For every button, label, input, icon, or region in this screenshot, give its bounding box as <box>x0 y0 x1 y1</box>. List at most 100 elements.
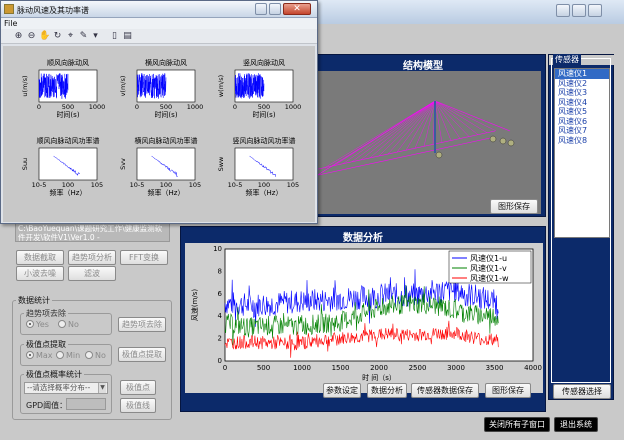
trend-yes-radio[interactable]: Yes <box>26 320 49 329</box>
subplot-y-label: Suu <box>21 158 29 170</box>
subplot-x-tick: 100 <box>62 181 74 189</box>
y-tick-label: 10 <box>213 245 222 253</box>
distribution-select[interactable]: --请选择概率分布-- ▼ <box>24 382 108 394</box>
subplot-x-label: 时间(s) <box>154 110 177 119</box>
filter-button[interactable]: 滤波 <box>68 266 116 281</box>
sensor-item[interactable]: 风速仪2 <box>558 78 588 88</box>
colorbar-icon[interactable]: ▯ <box>112 31 117 41</box>
sensor-list[interactable]: 风速仪1 风速仪2 风速仪3 风速仪4 风速仪5 风速仪6 风速仪7 风速仪8 <box>554 68 610 238</box>
subplot-x-tick: 10-5 <box>130 181 145 189</box>
trend-remove-button[interactable]: 趋势项去除 <box>118 317 166 332</box>
extreme-extract-button[interactable]: 极值点提取 <box>118 347 166 362</box>
x-tick-label: 500 <box>257 364 270 372</box>
trend-analysis-button[interactable]: 趋势项分析 <box>68 250 116 265</box>
subplot-frame <box>136 147 196 181</box>
subplot-x-label: 频率（Hz） <box>50 188 87 197</box>
sensor-panel: 传感器 风速仪1 风速仪2 风速仪3 风速仪4 风速仪5 风速仪6 风速仪7 风速仪8 传感器… <box>548 54 615 400</box>
child-figure-window: 脉动风速及其功率谱 ✕ File ⊕ ⊖ ✋ ↻ ⌖ ✎ ▾ ▯ ▤ 顺风向脉动… <box>0 0 318 224</box>
subplot-x-tick: 500 <box>62 103 74 111</box>
close-button[interactable] <box>588 4 602 17</box>
child-title: 脉动风速及其功率谱 <box>17 6 89 15</box>
subplot-title: 顺风向脉动风功率谱 <box>37 136 100 145</box>
fft-button[interactable]: FFT变换 <box>120 250 168 265</box>
subplot-title: 横风向脉动风功率谱 <box>135 136 198 145</box>
close-all-windows-button[interactable]: 关闭所有子窗口 <box>484 417 550 432</box>
analysis-figure-save-button[interactable]: 图形保存 <box>485 383 531 398</box>
subplot-title: 竖风向脉动风 <box>243 58 285 67</box>
legend-label: 风速仪1-v <box>470 264 507 273</box>
extreme-point-button[interactable]: 极值点 <box>120 380 156 395</box>
trend-no-radio[interactable]: No <box>58 320 79 329</box>
y-tick-label: 4 <box>218 312 223 320</box>
data-cursor-icon[interactable]: ⌖ <box>67 31 74 41</box>
child-menu-bar: File <box>1 18 317 29</box>
zoom-out-icon[interactable]: ⊖ <box>27 31 36 41</box>
wavelet-denoise-button[interactable]: 小波去噪 <box>16 266 64 281</box>
sensor-item[interactable]: 风速仪1 <box>555 69 609 79</box>
child-toolbar: ⊕ ⊖ ✋ ↻ ⌖ ✎ ▾ ▯ ▤ <box>1 29 317 44</box>
brush-icon[interactable]: ✎ <box>79 31 88 41</box>
sensor-item[interactable]: 风速仪5 <box>558 107 588 116</box>
menu-file[interactable]: File <box>4 19 18 28</box>
x-tick-label: 3000 <box>447 364 465 372</box>
wind-speed-chart[interactable]: 0 500 1000 1500 2000 2500 3000 3500 4000 0 2 4 6 8 10 时… <box>185 243 543 393</box>
legend-label: 风速仪1-w <box>470 274 509 283</box>
dropdown-arrow-icon[interactable]: ▾ <box>93 31 98 41</box>
x-tick-label: 2000 <box>370 364 388 372</box>
stats-group <box>12 300 172 420</box>
extreme-line-button[interactable]: 极值线 <box>120 398 156 413</box>
model-view[interactable] <box>304 71 541 214</box>
legend-icon[interactable]: ▤ <box>123 31 132 41</box>
extreme-no-radio[interactable]: No <box>85 351 106 360</box>
sensor-item[interactable]: 风速仪4 <box>558 97 588 107</box>
x-axis-label: 时 间（s） <box>362 373 396 382</box>
file-path-box: C:\BaoYuequan\课题研究工作\健康监测软件开发\软件V1\Ver1.… <box>15 222 170 242</box>
legend-label: 风速仪1-u <box>470 254 507 263</box>
sensor-item[interactable]: 风速仪7 <box>558 126 588 135</box>
y-axis-label: 风速(m/s) <box>191 289 199 322</box>
subplot-y-label: Sww <box>217 156 225 171</box>
data-crop-button[interactable]: 数据截取 <box>16 250 64 265</box>
subplot-x-tick: 105 <box>91 181 103 189</box>
child-close-button[interactable]: ✕ <box>283 3 311 15</box>
x-tick-label: 4000 <box>524 364 542 372</box>
subplot-x-tick: 0 <box>37 103 41 111</box>
y-tick-label: 6 <box>218 290 223 298</box>
extreme-min-radio[interactable]: Min <box>56 351 80 360</box>
y-tick-label: 2 <box>218 335 222 343</box>
child-minimize-button[interactable] <box>255 3 267 15</box>
series-line <box>224 269 499 327</box>
subplot-x-tick: 10-5 <box>228 181 243 189</box>
structure-save-button[interactable]: 图形保存 <box>490 199 538 214</box>
x-tick-label: 0 <box>223 364 227 372</box>
child-maximize-button[interactable] <box>269 3 281 15</box>
analysis-panel-title: 数据分析 <box>343 233 383 244</box>
rotate-icon[interactable]: ↻ <box>53 31 62 41</box>
extreme-title: 极值点提取 <box>24 339 68 350</box>
chevron-down-icon: ▼ <box>98 383 106 393</box>
subplot-x-tick: 105 <box>287 181 299 189</box>
sensor-select-button[interactable]: 传感器选择 <box>553 384 611 399</box>
zoom-in-icon[interactable]: ⊕ <box>14 31 23 41</box>
prob-title: 极值点概率统计 <box>24 369 84 380</box>
subplot-line <box>38 73 69 99</box>
sensor-item[interactable]: 风速仪3 <box>558 88 588 97</box>
sensor-data-save-button[interactable]: 传感器数据保存 <box>411 383 479 398</box>
sensor-item[interactable]: 风速仪6 <box>558 116 588 126</box>
extreme-max-radio[interactable]: Max <box>26 351 53 360</box>
minimize-button[interactable] <box>556 4 570 17</box>
subplot-x-label: 时间(s) <box>252 110 275 119</box>
data-analysis-button[interactable]: 数据分析 <box>367 383 407 398</box>
subplot-x-tick: 1000 <box>285 103 302 111</box>
subplot-line <box>136 73 167 99</box>
pan-hand-icon[interactable]: ✋ <box>39 31 51 41</box>
param-setting-button[interactable]: 参数设定 <box>323 383 361 398</box>
sensor-item[interactable]: 风速仪8 <box>558 135 588 145</box>
exit-system-button[interactable]: 退出系统 <box>554 417 598 432</box>
subplot-line <box>234 73 265 99</box>
maximize-button[interactable] <box>572 4 586 17</box>
series-line <box>224 320 499 358</box>
gpd-threshold-input[interactable] <box>66 398 106 410</box>
subplot-y-label: v(m/s) <box>119 76 127 97</box>
